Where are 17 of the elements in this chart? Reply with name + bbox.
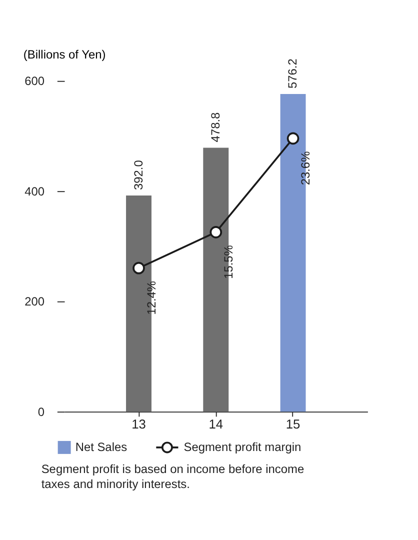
data-label: 23.6% — [298, 150, 313, 186]
data-label: 12.4% — [144, 280, 158, 315]
y-tick-label: 400 — [24, 184, 45, 198]
data-label: 576.2 — [286, 58, 300, 89]
data-label: 15.5% — [221, 244, 236, 279]
y-tick-label: 0 — [38, 404, 45, 419]
legend-label: Net Sales — [75, 440, 128, 454]
y-tick-label: 600 — [24, 74, 45, 88]
legend-label: Segment profit margin — [184, 440, 302, 454]
x-tick-label: 14 — [208, 416, 224, 432]
data-label: 392.0 — [131, 160, 146, 190]
y-tick-label: 200 — [24, 294, 45, 309]
data-label: 478.8 — [208, 112, 223, 142]
x-tick-label: 15 — [286, 416, 300, 432]
x-tick-label: 13 — [132, 416, 146, 432]
text: Segment profit is based on income before income taxes and minority interests. — [41, 462, 304, 491]
y-axis-title: (Billions of Yen) — [23, 47, 106, 62]
